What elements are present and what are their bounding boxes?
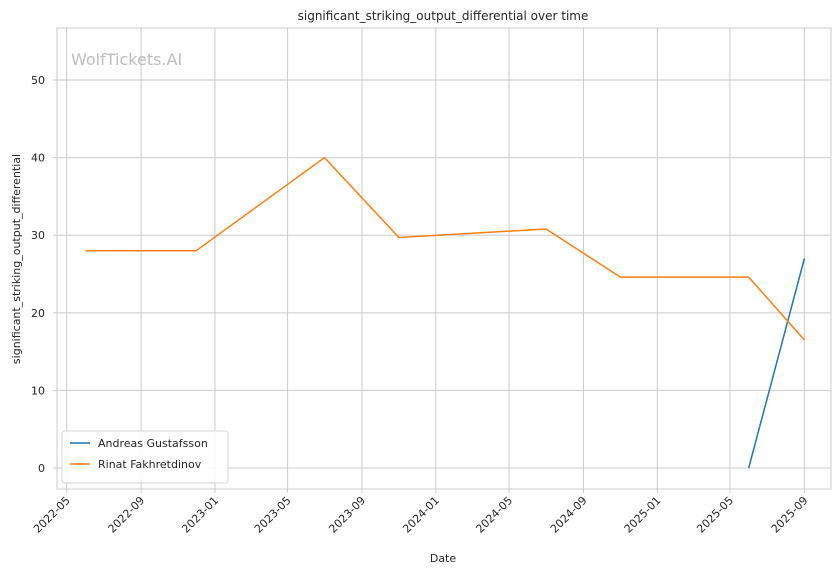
y-tick-label: 40 bbox=[31, 152, 45, 165]
legend-label: Rinat Fakhretdinov bbox=[98, 458, 202, 471]
y-tick-label: 20 bbox=[31, 307, 45, 320]
y-tick-label: 50 bbox=[31, 74, 45, 87]
y-tick-label: 0 bbox=[38, 462, 45, 475]
y-axis-label: significant_striking_output_differential bbox=[10, 154, 23, 364]
x-axis-label: Date bbox=[430, 552, 457, 565]
y-tick-label: 30 bbox=[31, 229, 45, 242]
series-layer bbox=[85, 156, 806, 469]
legend-box bbox=[61, 430, 229, 484]
watermark-text: WolfTickets.AI bbox=[71, 50, 182, 69]
legend-label: Andreas Gustafsson bbox=[98, 437, 208, 450]
y-axis-ticks: 0 10 20 30 40 50 bbox=[31, 74, 57, 475]
chart-title: significant_striking_output_differential… bbox=[298, 9, 589, 23]
series-line-0 bbox=[747, 258, 806, 469]
plot-area-frame bbox=[56, 27, 832, 490]
y-tick-label: 10 bbox=[31, 384, 45, 397]
legend: Andreas Gustafsson Rinat Fakhretdinov bbox=[61, 430, 229, 484]
series-line-1 bbox=[85, 156, 805, 341]
